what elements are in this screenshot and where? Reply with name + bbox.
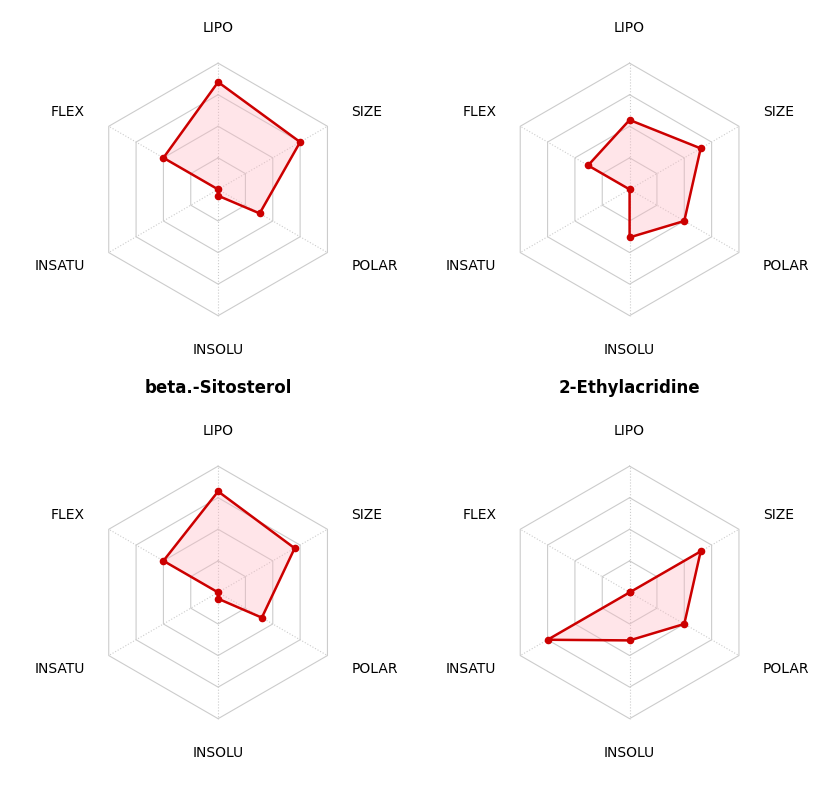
Text: FLEX: FLEX	[463, 509, 496, 522]
Point	[623, 183, 636, 196]
Point	[694, 142, 707, 155]
Text: INSOLU: INSOLU	[604, 746, 655, 761]
Text: LIPO: LIPO	[614, 21, 645, 35]
Text: INSOLU: INSOLU	[604, 343, 655, 358]
Text: SIZE: SIZE	[763, 509, 794, 522]
Point	[157, 555, 170, 567]
Point	[623, 231, 636, 244]
Point	[253, 207, 266, 220]
Point	[255, 611, 268, 624]
Text: FLEX: FLEX	[51, 509, 85, 522]
Polygon shape	[547, 551, 700, 641]
Polygon shape	[588, 120, 700, 238]
Text: INSATU: INSATU	[446, 260, 496, 273]
Text: INSATU: INSATU	[446, 663, 496, 676]
Point	[212, 592, 225, 605]
Text: POLAR: POLAR	[351, 663, 398, 676]
Text: LIPO: LIPO	[202, 424, 234, 438]
Text: INSATU: INSATU	[35, 663, 85, 676]
Text: LIPO: LIPO	[202, 21, 234, 35]
Text: SIZE: SIZE	[763, 106, 794, 119]
Point	[623, 586, 636, 599]
Point	[212, 485, 225, 498]
Text: SIZE: SIZE	[351, 509, 383, 522]
Text: LIPO: LIPO	[614, 424, 645, 438]
Text: FLEX: FLEX	[463, 106, 496, 119]
Point	[623, 114, 636, 127]
Text: POLAR: POLAR	[351, 260, 398, 273]
Point	[623, 586, 636, 599]
Point	[212, 76, 225, 89]
Text: FLEX: FLEX	[51, 106, 85, 119]
Text: INSATU: INSATU	[35, 260, 85, 273]
Point	[677, 214, 690, 227]
Text: INSOLU: INSOLU	[193, 343, 244, 358]
Point	[288, 542, 301, 555]
Point	[212, 189, 225, 202]
Text: beta.-Sitosterol: beta.-Sitosterol	[144, 379, 292, 397]
Polygon shape	[164, 82, 300, 214]
Point	[294, 135, 307, 148]
Polygon shape	[164, 492, 295, 617]
Point	[623, 634, 636, 647]
Point	[212, 586, 225, 599]
Text: POLAR: POLAR	[763, 663, 810, 676]
Point	[541, 634, 554, 646]
Point	[212, 183, 225, 196]
Text: SIZE: SIZE	[351, 106, 383, 119]
Point	[157, 152, 170, 164]
Point	[694, 545, 707, 558]
Text: POLAR: POLAR	[763, 260, 810, 273]
Text: INSOLU: INSOLU	[193, 746, 244, 761]
Point	[582, 159, 595, 172]
Point	[677, 617, 690, 630]
Text: 2-Ethylacridine: 2-Ethylacridine	[559, 379, 700, 397]
